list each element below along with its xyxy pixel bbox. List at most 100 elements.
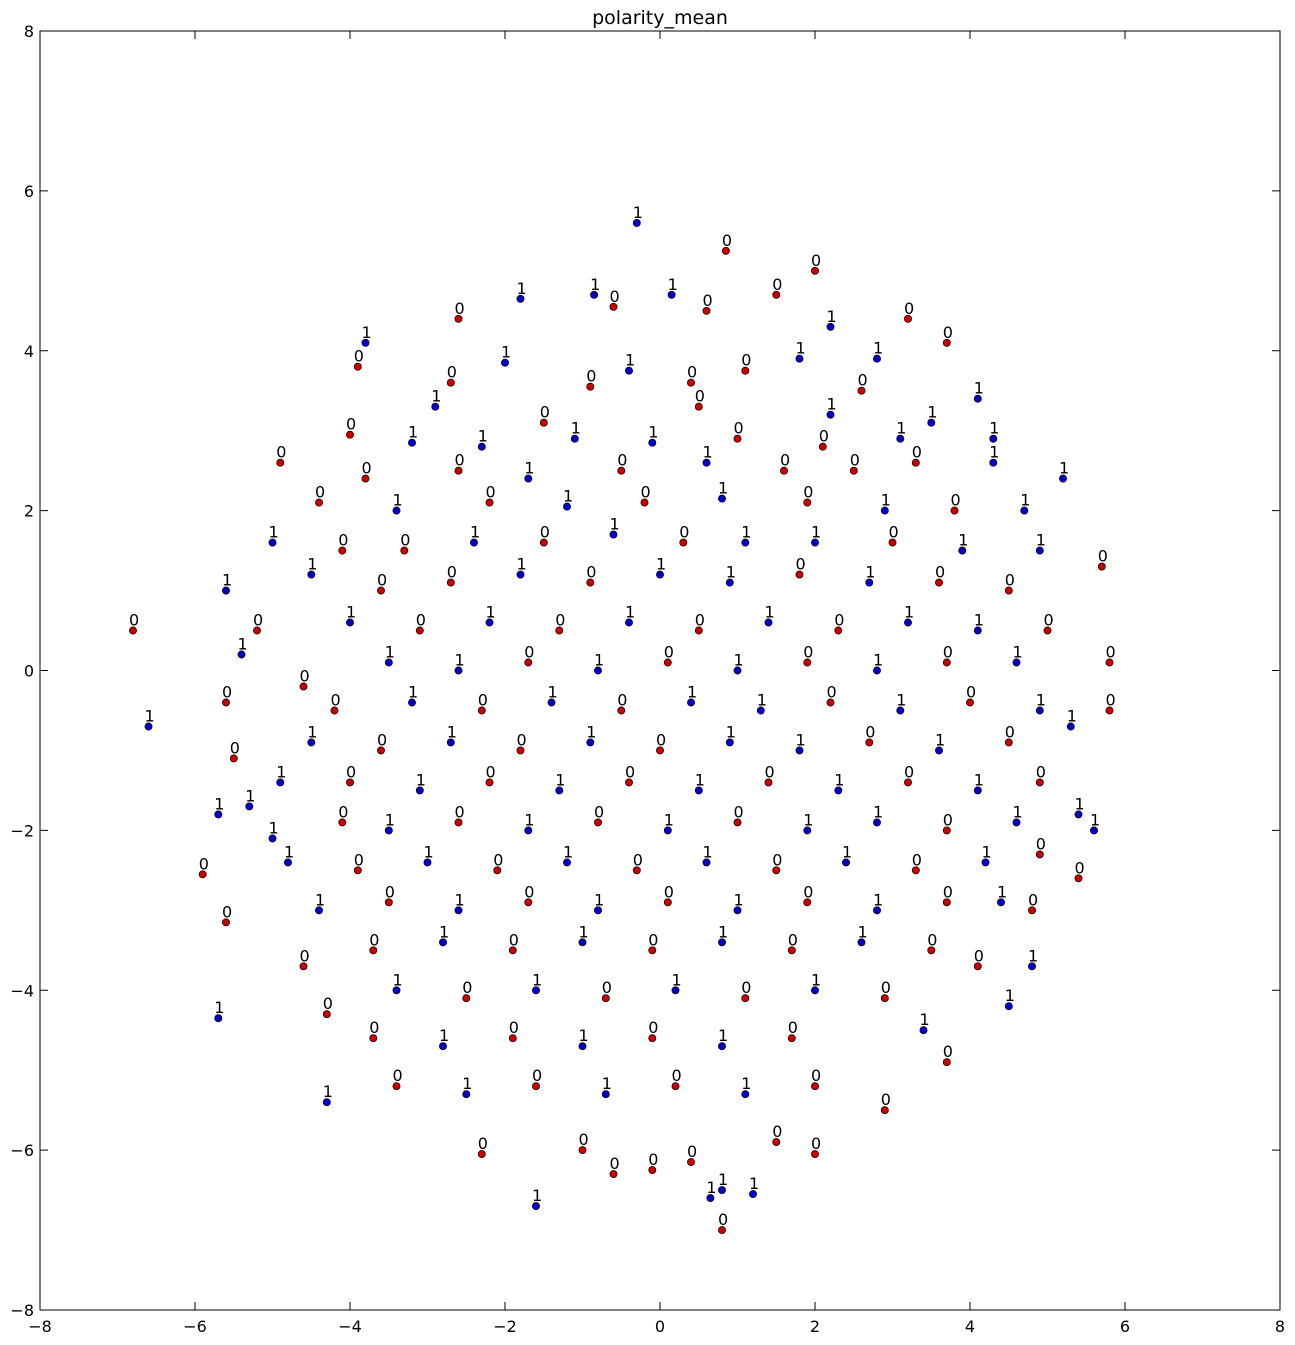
data-point	[648, 1034, 657, 1043]
point-label: 0	[524, 643, 534, 662]
point-label: 1	[362, 323, 372, 342]
point-label: 1	[827, 307, 837, 326]
point-label: 1	[548, 683, 558, 702]
point-label: 1	[284, 842, 294, 861]
point-label: 1	[858, 922, 868, 941]
point-label: 0	[951, 491, 961, 510]
point-label: 1	[307, 555, 317, 574]
data-point	[927, 946, 936, 955]
data-point	[384, 826, 393, 835]
x-tick-label: 4	[965, 1317, 975, 1336]
point-label: 0	[199, 854, 209, 873]
point-label: 0	[834, 611, 844, 630]
point-label: 1	[834, 770, 844, 789]
data-point	[811, 1082, 819, 1091]
data-point	[826, 698, 835, 707]
point-label: 0	[610, 287, 620, 306]
point-label: 0	[1075, 858, 1085, 877]
data-point	[772, 1138, 781, 1147]
point-label: 0	[594, 802, 604, 821]
data-point	[733, 818, 742, 827]
data-point	[245, 802, 254, 811]
data-point	[663, 826, 672, 835]
data-point	[222, 698, 230, 707]
data-point	[857, 938, 866, 947]
data-point	[997, 898, 1005, 907]
point-label: 0	[346, 762, 356, 781]
point-label: 0	[772, 275, 782, 294]
point-label: 1	[532, 970, 542, 989]
y-tick-label: −6	[10, 1141, 34, 1160]
point-label: 0	[1106, 691, 1116, 710]
data-point	[826, 322, 835, 331]
data-point	[485, 498, 494, 507]
point-label: 1	[865, 563, 875, 582]
point-label: 1	[431, 387, 441, 406]
data-point	[307, 570, 316, 579]
data-point	[764, 778, 773, 787]
y-tick-label: 2	[24, 502, 34, 521]
point-label: 1	[1013, 802, 1023, 821]
data-point	[594, 906, 602, 915]
data-point	[384, 898, 393, 907]
data-point	[733, 666, 742, 675]
point-label: 0	[586, 367, 596, 386]
point-label: 1	[470, 523, 480, 542]
data-point	[1028, 962, 1036, 971]
data-point	[361, 474, 370, 483]
point-label: 1	[478, 427, 488, 446]
data-point	[873, 906, 881, 915]
point-label: 1	[323, 1082, 333, 1101]
data-point	[904, 314, 912, 323]
data-point	[315, 498, 323, 507]
data-point	[818, 442, 827, 451]
data-point	[276, 458, 285, 467]
point-label: 0	[811, 1066, 821, 1085]
point-label: 1	[439, 1026, 449, 1045]
data-point	[485, 778, 494, 787]
data-point	[361, 338, 370, 347]
data-point	[702, 306, 711, 315]
point-label: 1	[974, 770, 984, 789]
point-label: 1	[974, 611, 984, 630]
point-label: 0	[331, 691, 341, 710]
point-label: 0	[734, 802, 744, 821]
data-point	[555, 786, 564, 795]
point-label: 0	[1005, 722, 1015, 741]
point-label: 0	[416, 611, 426, 630]
point-label: 1	[648, 423, 658, 442]
data-point	[454, 466, 463, 475]
point-label: 1	[408, 683, 418, 702]
point-label: 0	[722, 231, 732, 250]
data-point	[578, 1146, 587, 1155]
data-point	[694, 626, 703, 635]
data-point	[1004, 738, 1013, 747]
point-label: 0	[687, 363, 697, 382]
point-label: 1	[1059, 459, 1069, 478]
point-label: 1	[486, 603, 496, 622]
data-point	[144, 722, 153, 731]
data-point	[578, 938, 587, 947]
point-label: 0	[455, 802, 465, 821]
point-label: 1	[307, 722, 317, 741]
data-point	[532, 1082, 540, 1091]
data-point	[532, 986, 540, 995]
point-label: 0	[1036, 762, 1046, 781]
data-point	[721, 246, 730, 255]
data-point	[532, 1202, 540, 1211]
point-label: 1	[1028, 946, 1038, 965]
point-label: 1	[315, 890, 325, 909]
data-point	[950, 506, 959, 515]
point-label: 0	[354, 347, 364, 366]
point-label: 0	[1106, 643, 1116, 662]
point-label: 0	[1036, 834, 1046, 853]
data-point	[423, 858, 432, 867]
data-point	[772, 866, 781, 875]
data-point	[896, 706, 905, 715]
point-label: 1	[393, 970, 403, 989]
point-label: 0	[904, 762, 914, 781]
data-point	[687, 378, 695, 387]
point-label: 1	[1036, 531, 1046, 550]
data-point	[601, 994, 610, 1003]
point-label: 0	[478, 691, 488, 710]
